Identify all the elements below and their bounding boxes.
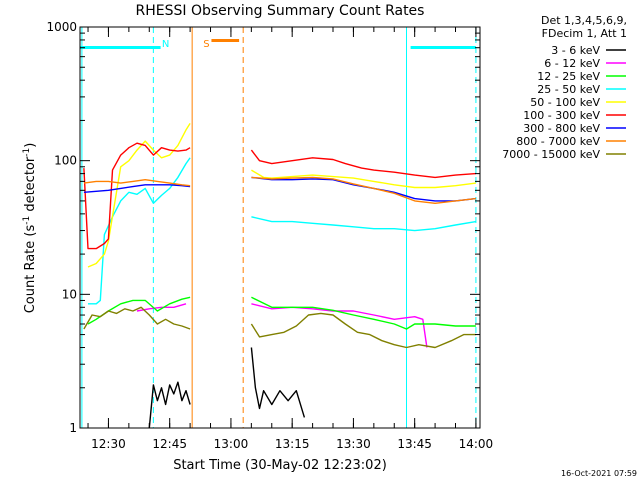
x-tick-label-6: 14:00 xyxy=(459,437,494,451)
y-axis-label: Count Rate (s-1 detector-1) xyxy=(22,143,38,314)
legend-label-4: 50 - 100 keV xyxy=(530,96,600,109)
x-tick-label-3: 13:15 xyxy=(275,437,310,451)
series-7-segment-0 xyxy=(83,178,191,187)
series-3-segment-1 xyxy=(251,216,477,232)
legend-label-2: 12 - 25 keV xyxy=(537,70,600,83)
legend-label-1: 6 - 12 keV xyxy=(544,57,600,70)
axis-ticks: 1 10 100 1000 12:30 12:45 13:00 13:15 13:30 13:45… xyxy=(46,20,493,451)
series-1-segment-0 xyxy=(136,303,187,312)
legend-header-1: FDecim 1, Att 1 xyxy=(542,27,627,40)
series-2-segment-1 xyxy=(251,296,476,330)
series-8-segment-0 xyxy=(83,306,191,330)
y-axis-label-end: ) xyxy=(23,143,38,148)
series-0-segment-1 xyxy=(250,347,306,418)
annotation-mask-0 xyxy=(160,36,171,50)
x-tick-label-1: 12:45 xyxy=(152,437,187,451)
x-tick-label-5: 13:45 xyxy=(397,437,432,451)
y-tick-label-1: 10 xyxy=(62,287,77,301)
y-axis-label-mid: detector xyxy=(23,156,38,216)
plot-frame xyxy=(79,26,481,429)
chart-title: RHESSI Observing Summary Count Rates xyxy=(136,3,425,19)
series-7-segment-1 xyxy=(251,176,476,205)
y-axis-label-exponent-2: -1 xyxy=(22,148,32,157)
legend-label-0: 3 - 6 keV xyxy=(551,44,600,57)
annotation-mask-1 xyxy=(201,36,212,50)
series-4-segment-0 xyxy=(87,123,191,268)
annotation-s: S xyxy=(203,39,209,50)
x-tick-label-0: 12:30 xyxy=(91,437,126,451)
saa-bar xyxy=(206,39,240,42)
series-0-segment-0 xyxy=(148,381,191,429)
series-4-segment-1 xyxy=(251,169,476,189)
y-axis-label-exponent-1: -1 xyxy=(22,216,32,225)
legend-label-7: 800 - 7000 keV xyxy=(516,135,600,148)
legend-label-8: 7000 - 15000 keV xyxy=(502,148,600,161)
legend-label-3: 25 - 50 keV xyxy=(537,83,600,96)
series-5-segment-0 xyxy=(83,142,191,250)
series-6-segment-0 xyxy=(83,184,191,193)
series-3-segment-0 xyxy=(88,157,191,305)
y-tick-label-0: 1 xyxy=(69,421,77,435)
legend-header-0: Det 1,3,4,5,6,9, xyxy=(541,14,627,27)
x-tick-label-4: 13:30 xyxy=(336,437,371,451)
y-tick-label-3: 1000 xyxy=(46,20,77,34)
legend-label-5: 100 - 300 keV xyxy=(523,109,600,122)
footer-date: 16-Oct-2021 07:59 xyxy=(561,469,637,478)
legend: Det 1,3,4,5,6,9,FDecim 1, Att 1 3 - 6 keV… xyxy=(502,14,627,161)
series-8-segment-1 xyxy=(250,312,476,349)
x-axis-label: Start Time (30-May-02 12:23:02) xyxy=(173,458,387,473)
series-5-segment-1 xyxy=(250,149,476,179)
y-tick-label-2: 100 xyxy=(54,154,77,168)
legend-label-6: 300 - 800 keV xyxy=(523,122,600,135)
night-bar-0 xyxy=(79,46,166,49)
annotation-n: N xyxy=(162,39,169,50)
night-bar-1 xyxy=(410,46,476,49)
x-tick-label-2: 13:00 xyxy=(214,437,249,451)
y-axis-label-main: Count Rate (s xyxy=(23,225,38,314)
